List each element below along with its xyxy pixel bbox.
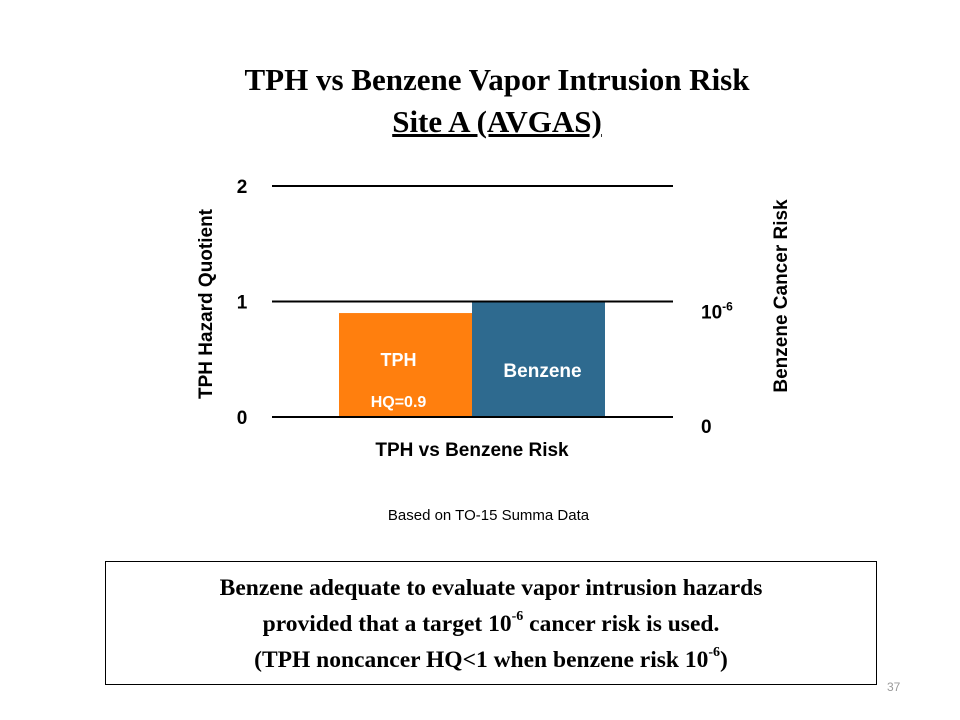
chart-title: TPH vs Benzene Vapor Intrusion Risk [244,62,750,97]
chart-subtitle: Site A (AVGAS) [392,104,602,139]
right-tick-label: 10-6 [701,300,733,324]
note-line-2: provided that a target 10-6 cancer risk … [262,609,720,637]
bar-label-tph: TPH [381,350,417,370]
page-number: 37 [887,680,901,694]
left-tick-label: 0 [237,408,248,429]
data-source-caption: Based on TO-15 Summa Data [387,507,590,524]
bar-tph [339,313,472,417]
note-line-3: (TPH noncancer HQ<1 when benzene risk 10… [254,645,728,673]
bar-value-label-tph: HQ=0.9 [371,394,427,411]
y-axis-label-left: TPH Hazard Quotient [196,208,217,399]
bar-benzene [472,301,605,417]
bar-chart: 0 1 2 0 10-6 TPH HQ=0.9 Benzene TPH vs Benzene R… [196,177,792,461]
bar-label-benzene: Benzene [503,361,581,382]
left-tick-label: 2 [237,177,248,198]
x-axis-label: TPH vs Benzene Risk [375,440,569,461]
note-line-1: Benzene adequate to evaluate vapor intru… [219,575,763,601]
conclusion-note: Benzene adequate to evaluate vapor intru… [105,561,877,685]
y-axis-label-right: Benzene Cancer Risk [771,199,792,393]
left-tick-label: 1 [237,293,248,314]
right-tick-label: 0 [701,417,712,438]
